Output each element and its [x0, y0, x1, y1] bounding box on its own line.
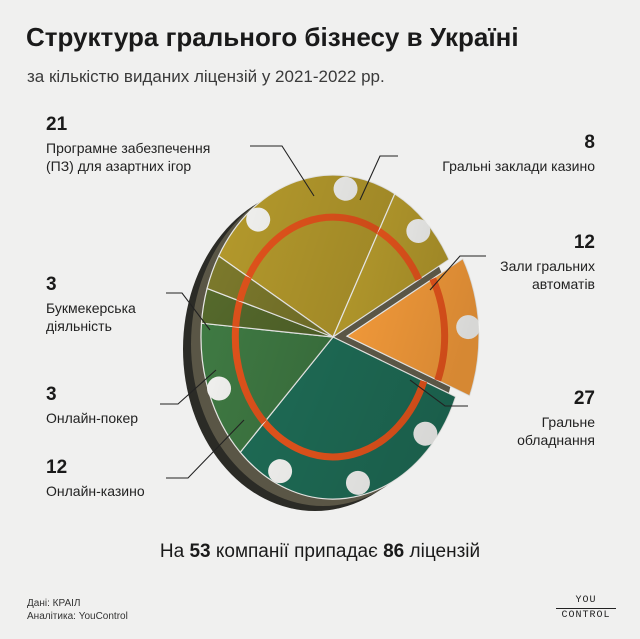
logo-line-2: CONTROL	[561, 610, 611, 621]
slice-bookmaker	[206, 255, 334, 338]
value-software: 21	[46, 114, 68, 135]
label-equipment: 27 Гральне обладнання	[517, 388, 595, 449]
text-casino-1: Гральні заклади казино	[442, 158, 595, 174]
slice-slots	[345, 257, 481, 397]
text-online-casino-1: Онлайн-казино	[46, 483, 145, 499]
label-software: 21 Програмне забезпечення (ПЗ) для азарт…	[46, 114, 211, 175]
slice-software	[217, 174, 396, 338]
value-casino: 8	[584, 132, 595, 153]
source-analytics: Аналітика: YouControl	[27, 611, 128, 622]
chart-title: Структура грального бізнесу в Україні	[26, 22, 519, 52]
summary-text: На 53 компанії припадає 86 ліцензій	[0, 541, 640, 563]
text-slots-1: Зали гральних	[500, 258, 595, 274]
label-casino: 8 Гральні заклади казино	[442, 132, 595, 175]
text-slots-2: автоматів	[531, 276, 595, 292]
source-note: Дані: КРАІЛ Аналітика: YouControl	[27, 597, 128, 623]
slice-equipment	[239, 336, 457, 500]
logo-line-1: YOU	[556, 595, 616, 609]
text-bookmaker-1: Букмекерська	[46, 300, 136, 316]
value-poker: 3	[46, 384, 57, 405]
text-software-2: (ПЗ) для азартних ігор	[46, 158, 192, 174]
value-slots: 12	[573, 232, 595, 253]
slice-online-casino	[200, 322, 335, 454]
text-poker-1: Онлайн-покер	[46, 410, 139, 426]
text-bookmaker-2: діяльність	[46, 318, 112, 334]
chart-subtitle: за кількістю виданих ліцензій у 2021-202…	[27, 67, 385, 86]
value-equipment: 27	[573, 388, 595, 409]
label-slots: 12 Зали гральних автоматів	[500, 232, 595, 293]
summary-licenses: 86	[383, 541, 405, 562]
youcontrol-logo: YOU CONTROL	[556, 595, 616, 622]
label-bookmaker: 3 Букмекерська діяльність	[46, 274, 136, 335]
source-data: Дані: КРАІЛ	[27, 598, 81, 609]
text-equipment-2: обладнання	[517, 432, 595, 448]
leader-lines	[160, 145, 486, 479]
text-software-1: Програмне забезпечення	[46, 140, 211, 156]
value-bookmaker: 3	[46, 274, 57, 295]
text-equipment-1: Гральне	[541, 414, 595, 430]
label-poker: 3 Онлайн-покер	[46, 384, 139, 427]
summary-middle: компанії припадає	[215, 541, 378, 562]
summary-companies: 53	[189, 541, 211, 562]
value-online-casino: 12	[46, 457, 68, 478]
label-online-casino: 12 Онлайн-казино	[46, 457, 145, 500]
slice-casino	[331, 192, 450, 339]
summary-suffix: ліцензій	[409, 541, 481, 562]
summary-prefix: На	[159, 541, 185, 562]
